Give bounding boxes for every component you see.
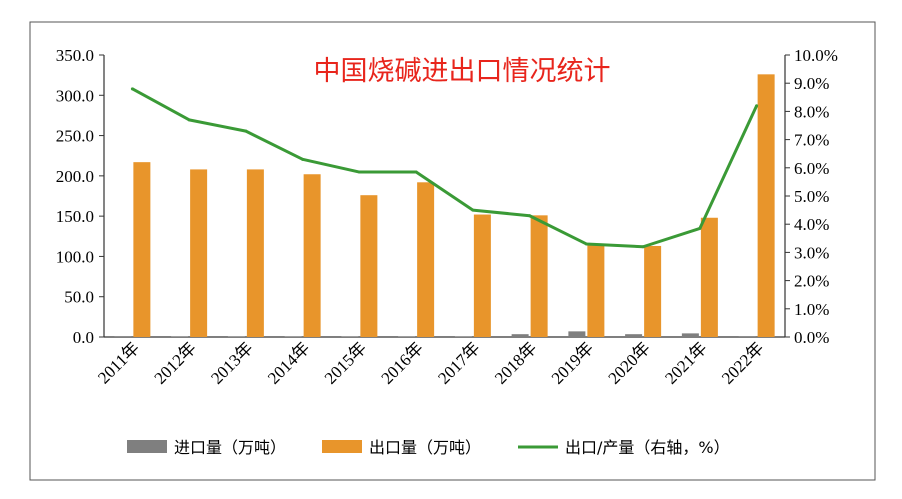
left-tick-label: 50.0 bbox=[64, 288, 94, 307]
import-bar bbox=[568, 331, 586, 337]
chart-border bbox=[29, 21, 876, 481]
ratio-line-group bbox=[130, 87, 759, 249]
ratio-point bbox=[584, 242, 588, 246]
ratio-point bbox=[471, 208, 475, 212]
ratio-point bbox=[357, 170, 361, 174]
legend-export-label: 出口量（万吨） bbox=[369, 438, 481, 457]
ratio-point bbox=[641, 245, 645, 249]
export-bar bbox=[190, 169, 208, 337]
right-tick-label: 9.0% bbox=[794, 74, 829, 93]
right-tick-label: 6.0% bbox=[794, 159, 829, 178]
left-tick-label: 300.0 bbox=[56, 86, 94, 105]
left-axis-ticks: 0.0 50.0 100.0 150.0 200.0 250.0 300.0 350.0 bbox=[56, 46, 104, 347]
right-tick-label: 3.0% bbox=[794, 243, 829, 262]
ratio-point bbox=[244, 129, 248, 133]
export-bar bbox=[587, 244, 605, 337]
bar-group bbox=[114, 74, 775, 337]
right-tick-label: 7.0% bbox=[794, 131, 829, 150]
export-bar bbox=[757, 74, 775, 337]
export-bar bbox=[417, 182, 435, 337]
export-bar bbox=[700, 217, 718, 337]
import-bar bbox=[681, 333, 699, 337]
left-tick-label: 0.0 bbox=[73, 328, 94, 347]
chart-title: 中国烧碱进出口情况统计 bbox=[314, 56, 611, 87]
import-bar bbox=[738, 336, 756, 337]
legend-ratio-label: 出口/产量（右轴，%） bbox=[565, 438, 730, 457]
ratio-point bbox=[414, 170, 418, 174]
left-tick-label: 350.0 bbox=[56, 46, 94, 65]
right-tick-label: 1.0% bbox=[794, 300, 829, 319]
legend-import-swatch bbox=[127, 440, 167, 453]
export-bar bbox=[530, 215, 548, 337]
right-tick-label: 10.0% bbox=[794, 46, 838, 65]
right-axis-ticks: 0.0% 1.0% 2.0% 3.0% 4.0% 5.0% 6.0% 7.0% 8.0% 9.0%… bbox=[785, 46, 838, 347]
import-bar bbox=[511, 334, 529, 337]
legend-export-swatch bbox=[322, 440, 362, 453]
left-tick-label: 100.0 bbox=[56, 247, 94, 266]
left-tick-label: 150.0 bbox=[56, 207, 94, 226]
right-tick-label: 5.0% bbox=[794, 187, 829, 206]
export-bar bbox=[133, 162, 151, 337]
import-bar bbox=[625, 334, 643, 337]
ratio-point bbox=[528, 214, 532, 218]
left-tick-label: 200.0 bbox=[56, 167, 94, 186]
right-tick-label: 8.0% bbox=[794, 102, 829, 121]
export-bar bbox=[473, 214, 491, 337]
export-bar bbox=[644, 245, 662, 337]
legend-import-label: 进口量（万吨） bbox=[174, 438, 286, 457]
export-bar bbox=[303, 174, 321, 337]
ratio-point bbox=[130, 87, 134, 91]
export-bar bbox=[360, 195, 378, 337]
export-bar bbox=[246, 169, 264, 337]
legend: 进口量（万吨） 出口量（万吨） 出口/产量（右轴，%） bbox=[127, 438, 730, 457]
ratio-point bbox=[301, 157, 305, 161]
ratio-point bbox=[698, 226, 702, 230]
import-bar bbox=[114, 336, 132, 337]
right-tick-label: 2.0% bbox=[794, 272, 829, 291]
ratio-point bbox=[187, 118, 191, 122]
right-tick-label: 0.0% bbox=[794, 328, 829, 347]
right-tick-label: 4.0% bbox=[794, 215, 829, 234]
left-tick-label: 250.0 bbox=[56, 127, 94, 146]
ratio-line bbox=[131, 87, 758, 249]
ratio-point bbox=[755, 104, 759, 108]
